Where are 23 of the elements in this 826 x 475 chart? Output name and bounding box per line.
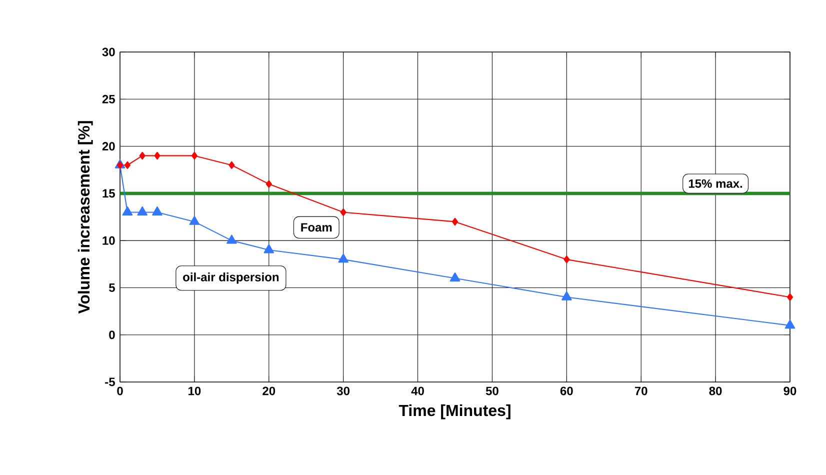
y-tick-label: 5 — [109, 284, 115, 292]
y-tick-label: 10 — [102, 236, 115, 245]
x-tick-label: 70 — [634, 386, 648, 396]
x-tick-label: 0 — [117, 386, 123, 396]
x-axis-title: Time [Minutes] — [398, 404, 510, 420]
y-tick-label: 30 — [102, 48, 115, 56]
y-tick-label: 20 — [102, 142, 115, 151]
series-label: Foam — [301, 223, 332, 232]
x-tick-label: 60 — [560, 386, 573, 396]
y-tick-label: -5 — [105, 378, 115, 386]
x-tick-label: 10 — [188, 386, 201, 396]
y-tick-label: 0 — [109, 330, 115, 340]
x-tick-label: 90 — [784, 386, 796, 396]
y-tick-label: 15 — [102, 189, 115, 198]
x-tick-label: 50 — [486, 386, 498, 396]
x-tick-label: 30 — [336, 386, 350, 396]
y-tick-label: 25 — [102, 94, 115, 104]
ref-line-label: 15% max. — [688, 179, 742, 188]
series-label: oil-air dispersion — [183, 272, 279, 284]
y-axis-title: Volume increasement [%] — [78, 121, 93, 314]
x-tick-label: 40 — [411, 386, 424, 396]
x-tick-label: 20 — [262, 386, 276, 396]
x-tick-label: 80 — [709, 386, 722, 396]
